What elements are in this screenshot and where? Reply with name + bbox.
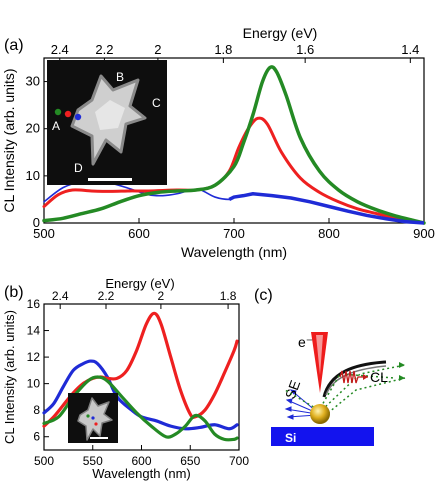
inset-label-a: A <box>52 119 60 133</box>
chart-a-top-tick-label: 1.4 <box>401 42 419 57</box>
chart-a-top-tick-label: 2 <box>154 42 161 57</box>
panel-a-letter: (a) <box>4 37 24 54</box>
inset-image-b <box>68 393 118 443</box>
collection-fiber <box>322 360 387 398</box>
cl-rays <box>284 364 406 414</box>
chart-a-xtick-label: 700 <box>223 226 245 241</box>
scale-bar-a <box>88 178 132 181</box>
si-label: Si <box>285 431 296 445</box>
chart-b-ytick-label: 16 <box>27 297 41 311</box>
chart-a-ylabel: CL Intensity (arb. units) <box>1 68 17 212</box>
chart-a-xlabel: Wavelength (nm) <box>181 244 287 260</box>
chart-a-ytick-label: 10 <box>26 168 40 183</box>
marker-green-a <box>54 108 62 116</box>
chart-a-top-tick-label: 2.4 <box>51 42 69 57</box>
panel-b-letter: (b) <box>4 284 24 301</box>
cl-photon-wave <box>339 370 368 384</box>
inset-label-d: D <box>74 161 83 175</box>
chart-a-top-axis-label: Energy (eV) <box>243 25 318 41</box>
chart-b-ytick-label: 10 <box>27 377 41 391</box>
inset-label-b: B <box>116 70 124 84</box>
chart-a: 500 600 700 800 900 0 10 20 30 2.4 2.2 2 1.8 1.6 1.4 Wa… <box>1 25 435 260</box>
chart-b: 500 550 600 650 700 6 8 10 12 14 16 2.4 2.2 2 1.8 Wavel… <box>2 276 249 481</box>
chart-b-ytick-label: 12 <box>27 350 41 364</box>
inset-image-a: A B C D <box>47 60 167 185</box>
electron-label: e⁻ <box>298 334 313 350</box>
inset-label-c: C <box>152 96 161 110</box>
marker-green-b <box>86 414 90 418</box>
chart-a-series-line-0-thick <box>228 192 425 225</box>
cl-label: CL <box>370 369 388 385</box>
gold-nanoparticle <box>310 404 330 424</box>
chart-a-top-tick-label: 1.8 <box>214 42 232 57</box>
chart-b-top-tick-label: 2 <box>158 289 165 303</box>
chart-b-xtick-label: 700 <box>229 454 249 468</box>
chart-b-xlabel: Wavelength (nm) <box>92 466 191 481</box>
chart-a-xtick-label: 600 <box>128 226 150 241</box>
chart-a-ytick-label: 20 <box>26 121 40 136</box>
chart-a-xtick-label: 800 <box>318 226 340 241</box>
scale-bar-b <box>90 437 108 439</box>
marker-blue-b <box>91 416 95 420</box>
chart-a-xtick-label: 900 <box>413 226 435 241</box>
chart-a-xtick-label: 500 <box>33 226 55 241</box>
chart-b-series-line-2 <box>42 375 239 442</box>
chart-b-top-tick-label: 2.4 <box>52 289 69 303</box>
chart-b-ytick-label: 6 <box>33 430 40 444</box>
chart-a-series-line-1 <box>42 116 426 225</box>
chart-b-series-line-0 <box>42 359 239 431</box>
marker-blue-a <box>74 113 82 121</box>
chart-b-xtick-label: 600 <box>131 454 151 468</box>
chart-b-ylabel: CL Intensity (arb. units) <box>2 310 17 444</box>
panel-c-letter: (c) <box>254 287 273 304</box>
chart-b-series-line-1 <box>42 311 239 428</box>
chart-a-ytick-label: 30 <box>26 74 40 89</box>
chart-b-xtick-label: 550 <box>83 454 103 468</box>
chart-b-top-tick-label: 2.2 <box>98 289 115 303</box>
chart-a-top-tick-label: 2.2 <box>95 42 113 57</box>
marker-red-b <box>94 422 98 426</box>
se-label: SE <box>282 378 303 401</box>
chart-a-top-tick-label: 1.6 <box>296 42 314 57</box>
schematic: Si e⁻ SE CL <box>271 332 406 446</box>
chart-b-ytick-label: 8 <box>33 403 40 417</box>
chart-b-ytick-label: 14 <box>27 324 41 338</box>
chart-b-top-axis-label: Energy (eV) <box>105 276 174 291</box>
chart-a-series-line-2 <box>42 65 426 225</box>
chart-b-xtick-label: 650 <box>180 454 200 468</box>
si-substrate <box>271 427 374 446</box>
chart-a-ytick-label: 0 <box>33 215 40 230</box>
marker-red-a <box>64 110 72 118</box>
chart-b-xtick-label: 500 <box>34 454 54 468</box>
chart-b-top-tick-label: 1.8 <box>220 289 237 303</box>
